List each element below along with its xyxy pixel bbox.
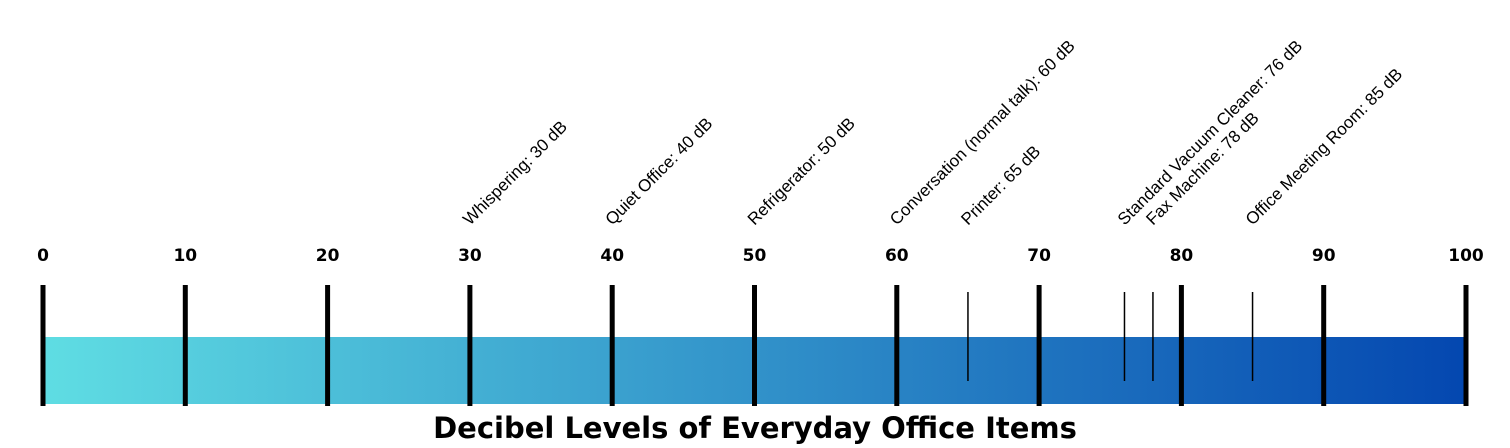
item-label: Refrigerator: 50 dB [744,114,859,229]
item-label: Whispering: 30 dB [459,117,571,229]
tick-label: 50 [743,246,767,266]
tick-label: 10 [173,246,197,266]
tick-label: 80 [1170,246,1194,266]
tick-label: 70 [1027,246,1051,266]
item-label: Quiet Office: 40 dB [602,114,717,229]
tick-label: 40 [600,246,624,266]
tick-label: 0 [37,246,49,266]
tick-label: 20 [316,246,340,266]
chart-title: Decibel Levels of Everyday Office Items [433,411,1077,445]
tick-label: 60 [885,246,909,266]
tick-label: 90 [1312,246,1336,266]
tick-label: 30 [458,246,482,266]
tick-label: 100 [1448,246,1484,266]
